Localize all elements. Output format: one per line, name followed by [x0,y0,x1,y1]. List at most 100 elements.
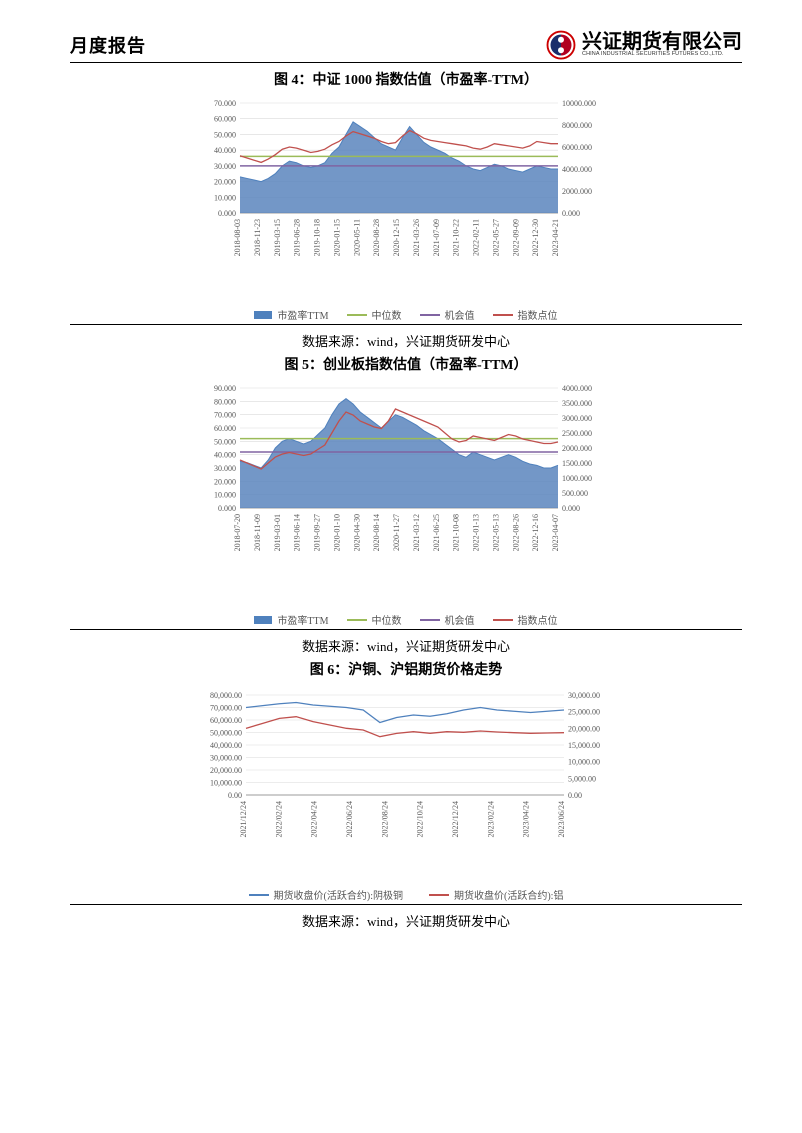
figure-5-chart: 0.00010.00020.00030.00040.00050.00060.00… [70,380,742,610]
svg-text:2019-10-18: 2019-10-18 [313,219,322,256]
svg-text:3500.000: 3500.000 [562,399,592,408]
svg-text:2000.000: 2000.000 [562,444,592,453]
svg-text:25,000.00: 25,000.00 [568,708,600,717]
svg-text:2022/08/24: 2022/08/24 [380,801,389,837]
svg-text:2022-12-16: 2022-12-16 [531,514,540,551]
svg-text:2022/04/24: 2022/04/24 [310,801,319,837]
report-type: 月度报告 [70,32,146,58]
legend-swatch [493,619,513,621]
svg-text:2018-07-20: 2018-07-20 [233,514,242,551]
legend-item: 机会值 [420,612,475,627]
svg-text:40.000: 40.000 [214,146,236,155]
legend-label: 指数点位 [518,612,558,627]
figure-6-chart: 0.0010,000.0020,000.0030,000.0040,000.00… [70,685,742,885]
figure-4-source: 数据来源：wind，兴证期货研发中心 [70,331,742,350]
svg-text:2022-08-26: 2022-08-26 [511,514,520,551]
svg-text:50.000: 50.000 [214,437,236,446]
svg-text:1000.000: 1000.000 [562,474,592,483]
svg-text:3000.000: 3000.000 [562,414,592,423]
legend-swatch [347,619,367,621]
svg-text:10,000.00: 10,000.00 [568,758,600,767]
svg-text:30,000.00: 30,000.00 [568,691,600,700]
svg-text:20.000: 20.000 [214,477,236,486]
svg-text:2021-10-22: 2021-10-22 [452,219,461,256]
svg-text:2021-07-09: 2021-07-09 [432,219,441,256]
svg-text:80.000: 80.000 [214,397,236,406]
legend-item: 期货收盘价(活跃合约):铝 [429,887,563,902]
svg-text:30.000: 30.000 [214,464,236,473]
legend-item: 中位数 [347,612,402,627]
svg-text:2020-01-10: 2020-01-10 [332,514,341,551]
svg-text:20.000: 20.000 [214,178,236,187]
svg-text:0.000: 0.000 [218,504,236,513]
svg-text:2020-01-15: 2020-01-15 [332,219,341,256]
svg-text:50,000.00: 50,000.00 [210,729,242,738]
svg-text:2018-11-23: 2018-11-23 [253,219,262,256]
svg-text:1500.000: 1500.000 [562,459,592,468]
svg-text:2023/04/24: 2023/04/24 [522,801,531,837]
svg-text:0.00: 0.00 [228,791,242,800]
figure-4-legend: 市盈率TTM中位数机会值指数点位 [70,307,742,322]
svg-text:40.000: 40.000 [214,451,236,460]
svg-text:0.000: 0.000 [562,504,580,513]
svg-text:2023/06/24: 2023/06/24 [557,801,566,837]
svg-text:60.000: 60.000 [214,424,236,433]
svg-text:70.000: 70.000 [214,411,236,420]
figure-5-block: 图 5：创业板指数估值（市盈率-TTM） 0.00010.00020.00030… [70,354,742,655]
svg-text:0.000: 0.000 [218,209,236,218]
svg-text:2021-10-08: 2021-10-08 [452,514,461,551]
legend-label: 指数点位 [518,307,558,322]
figure-6-title: 图 6：沪铜、沪铝期货价格走势 [70,659,742,679]
svg-text:2021-03-12: 2021-03-12 [412,514,421,551]
svg-text:2019-06-28: 2019-06-28 [293,219,302,256]
svg-text:4000.000: 4000.000 [562,165,592,174]
legend-item: 指数点位 [493,307,558,322]
legend-swatch [254,311,272,319]
svg-text:30,000.00: 30,000.00 [210,754,242,763]
svg-text:2022-02-11: 2022-02-11 [472,219,481,256]
svg-text:2022/06/24: 2022/06/24 [345,801,354,837]
legend-swatch [420,314,440,316]
legend-swatch [493,314,513,316]
svg-text:4000.000: 4000.000 [562,384,592,393]
svg-text:2021/12/24: 2021/12/24 [239,801,248,837]
logo-en: CHINA INDUSTRIAL SECURITIES FUTURES CO.,… [582,52,742,58]
svg-text:2022/10/24: 2022/10/24 [416,801,425,837]
page: 月度报告 兴证期货有限公司 CHINA INDUSTRIAL SECURITIE… [0,0,802,984]
legend-swatch [254,616,272,624]
figure-4-block: 图 4：中证 1000 指数估值（市盈率-TTM） 0.000 10.000 20.… [70,69,742,350]
legend-label: 期货收盘价(活跃合约):铝 [454,887,563,902]
svg-text:15,000.00: 15,000.00 [568,741,600,750]
svg-text:2000.000: 2000.000 [562,187,592,196]
svg-text:90.000: 90.000 [214,384,236,393]
svg-text:2021-06-25: 2021-06-25 [432,514,441,551]
logo-text: 兴证期货有限公司 CHINA INDUSTRIAL SECURITIES FUT… [582,32,742,58]
legend-item: 期货收盘价(活跃合约):阴极铜 [249,887,403,902]
figure-5-title: 图 5：创业板指数估值（市盈率-TTM） [70,354,742,374]
svg-text:2022-12-30: 2022-12-30 [531,219,540,256]
svg-text:2022-09-09: 2022-09-09 [511,219,520,256]
svg-text:2020-04-30: 2020-04-30 [352,514,361,551]
legend-swatch [249,894,269,896]
company-logo: 兴证期货有限公司 CHINA INDUSTRIAL SECURITIES FUT… [546,30,742,60]
svg-text:70.000: 70.000 [214,99,236,108]
svg-text:60.000: 60.000 [214,115,236,124]
figure-4-chart: 0.00010.00020.00030.00040.00050.00060.00… [70,95,742,305]
legend-swatch [429,894,449,896]
figure-4-title: 图 4：中证 1000 指数估值（市盈率-TTM） [70,69,742,89]
legend-item: 市盈率TTM [254,307,328,322]
svg-text:10,000.00: 10,000.00 [210,779,242,788]
svg-text:2023/02/24: 2023/02/24 [486,801,495,837]
svg-text:500.000: 500.000 [562,489,588,498]
svg-text:80,000.00: 80,000.00 [210,691,242,700]
svg-text:2023-04-07: 2023-04-07 [551,514,560,551]
legend-label: 市盈率TTM [277,612,328,627]
svg-text:2019-03-15: 2019-03-15 [273,219,282,256]
svg-text:10.000: 10.000 [214,193,236,202]
svg-text:2022/12/24: 2022/12/24 [451,801,460,837]
page-header: 月度报告 兴证期货有限公司 CHINA INDUSTRIAL SECURITIE… [70,30,742,63]
svg-text:2022-05-27: 2022-05-27 [491,219,500,256]
divider [70,904,742,905]
svg-text:0.00: 0.00 [568,791,582,800]
svg-text:2021-03-26: 2021-03-26 [412,219,421,256]
